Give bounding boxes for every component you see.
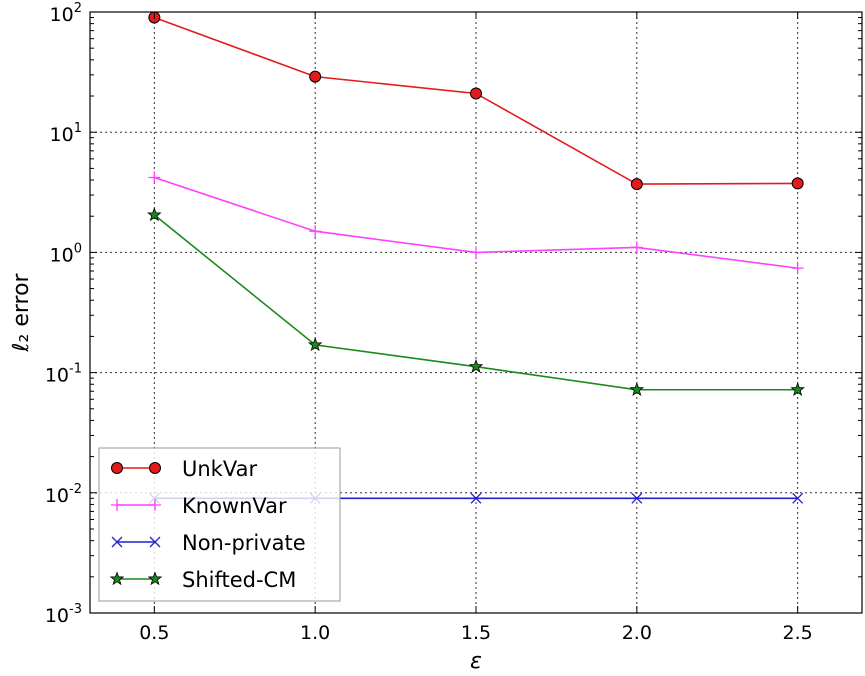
legend-label: UnkVar [182, 457, 257, 481]
data-point-unkvar [791, 177, 804, 190]
legend-label: KnownVar [182, 494, 287, 518]
x-tick-label: 0.5 [139, 622, 169, 644]
legend-swatch-marker [111, 499, 123, 511]
x-tick-label: 1.0 [300, 622, 330, 644]
y-axis-label: ℓ₂ error [9, 272, 34, 352]
legend-swatch-marker [149, 536, 161, 548]
x-tick-label: 1.5 [461, 622, 491, 644]
y-tick-label: 10-3 [45, 602, 82, 627]
data-point-shifted-cm [790, 382, 805, 396]
y-tick-label-base: 10 [50, 244, 74, 266]
series-unkvar [148, 11, 804, 191]
data-point-unkvar [470, 87, 482, 100]
y-tick-label-base: 10 [45, 485, 69, 507]
x-tick-label: 2.5 [783, 622, 813, 644]
data-point-shifted-cm [307, 337, 323, 352]
data-point-unkvar [309, 70, 322, 83]
y-tick-label: 101 [50, 121, 82, 146]
x-axis-label: ε [470, 649, 482, 674]
y-tick-label-exponent: 2 [74, 1, 82, 16]
data-point-non-private [631, 492, 643, 504]
legend-item-non-private: Non-private [111, 531, 306, 555]
data-point-knownvar [630, 241, 643, 254]
legend-item-knownvar: KnownVar [111, 494, 287, 518]
data-point-non-private [792, 492, 804, 504]
legend-item-shifted-cm: Shifted-CM [109, 568, 296, 592]
legend-label: Shifted-CM [182, 568, 296, 592]
y-tick-label: 10-1 [45, 362, 82, 387]
series-shifted-cm [147, 207, 805, 396]
legend-label: Non-private [182, 531, 306, 555]
legend-swatch-marker [149, 499, 161, 511]
data-point-knownvar [148, 171, 161, 184]
y-tick-label: 102 [50, 1, 82, 26]
y-tick-label-exponent: 0 [74, 241, 82, 256]
data-point-non-private [470, 492, 482, 504]
y-tick-label-base: 10 [50, 124, 74, 146]
y-tick-label: 10-2 [45, 482, 82, 507]
data-point-knownvar [470, 246, 482, 259]
legend: UnkVar KnownVar Non-private Shifted-CM [98, 447, 341, 602]
y-tick-label-base: 10 [50, 4, 74, 26]
legend-swatch-marker [147, 571, 163, 586]
legend-swatch-marker [149, 462, 161, 474]
data-point-shifted-cm [147, 207, 162, 222]
y-tick-label-exponent: 1 [74, 121, 82, 136]
y-tick-label-exponent: -3 [69, 602, 82, 617]
x-axis-ticks: 0.5 1.0 1.5 2.0 2.5 [139, 12, 813, 644]
legend-swatch-marker [111, 462, 123, 474]
legend-swatch-marker [111, 536, 123, 548]
y-tick-label-exponent: -2 [69, 482, 82, 497]
y-tick-label: 100 [50, 241, 82, 266]
series-knownvar [148, 171, 804, 275]
y-tick-label-base: 10 [45, 365, 69, 387]
y-tick-label-base: 10 [45, 605, 69, 627]
series-layer [147, 11, 805, 504]
data-point-shifted-cm [468, 359, 484, 373]
legend-box [98, 447, 341, 602]
data-point-unkvar [630, 178, 643, 191]
y-tick-label-exponent: -1 [69, 362, 82, 377]
x-tick-label: 2.0 [622, 622, 652, 644]
legend-item-unkvar: UnkVar [111, 457, 257, 481]
data-point-knownvar [791, 262, 804, 275]
legend-swatch-marker [109, 571, 125, 586]
data-point-shifted-cm [629, 382, 645, 396]
data-point-knownvar [309, 225, 322, 238]
